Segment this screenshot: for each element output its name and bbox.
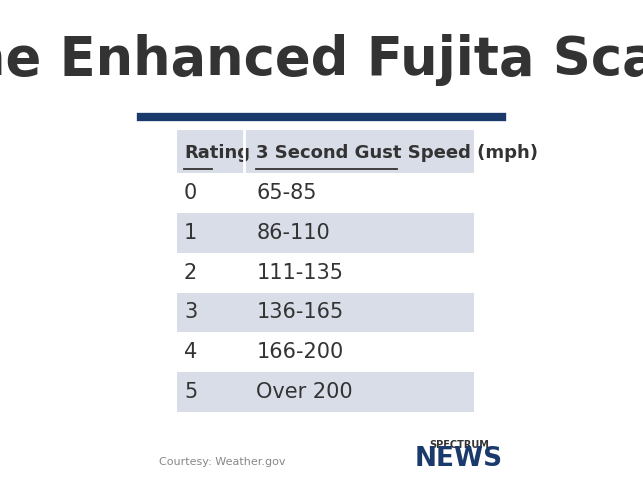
Text: 0: 0 xyxy=(184,183,197,203)
Text: The Enhanced Fujita Scale: The Enhanced Fujita Scale xyxy=(0,34,643,86)
FancyBboxPatch shape xyxy=(177,293,473,332)
Text: 166-200: 166-200 xyxy=(257,342,343,363)
Text: 3: 3 xyxy=(184,302,197,323)
FancyBboxPatch shape xyxy=(177,332,473,372)
Text: SPECTRUM: SPECTRUM xyxy=(429,439,489,450)
FancyBboxPatch shape xyxy=(177,173,473,213)
Text: 136-165: 136-165 xyxy=(257,302,343,323)
Text: Rating: Rating xyxy=(184,144,250,162)
Text: 111-135: 111-135 xyxy=(257,262,343,283)
FancyBboxPatch shape xyxy=(177,253,473,293)
FancyBboxPatch shape xyxy=(177,213,473,253)
Text: 1: 1 xyxy=(184,223,197,243)
Text: Over 200: Over 200 xyxy=(257,382,353,402)
Text: 65-85: 65-85 xyxy=(257,183,317,203)
Text: 86-110: 86-110 xyxy=(257,223,330,243)
Text: NEWS: NEWS xyxy=(415,447,503,472)
Text: 4: 4 xyxy=(184,342,197,363)
FancyBboxPatch shape xyxy=(177,130,473,176)
Text: 2: 2 xyxy=(184,262,197,283)
Text: 3 Second Gust Speed (mph): 3 Second Gust Speed (mph) xyxy=(257,144,538,162)
Text: Courtesy: Weather.gov: Courtesy: Weather.gov xyxy=(159,456,285,467)
FancyBboxPatch shape xyxy=(177,372,473,412)
Text: 5: 5 xyxy=(184,382,197,402)
